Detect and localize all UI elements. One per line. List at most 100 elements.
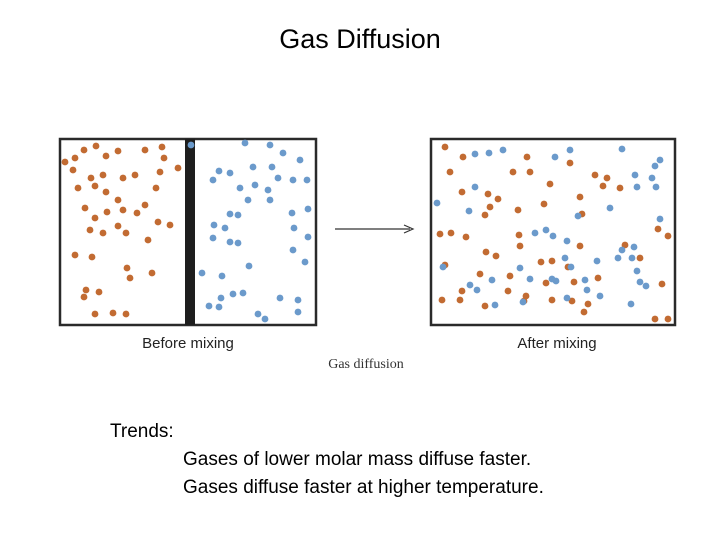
orange-gas-particle	[570, 278, 578, 286]
orange-gas-particle	[80, 146, 88, 154]
orange-gas-particle	[103, 208, 111, 216]
orange-gas-particle	[548, 257, 556, 265]
blue-gas-particle	[304, 233, 312, 241]
blue-gas-particle	[294, 296, 302, 304]
orange-gas-particle	[584, 300, 592, 308]
blue-gas-particle	[633, 183, 641, 191]
orange-gas-particle	[154, 218, 162, 226]
blue-gas-particle	[593, 257, 601, 265]
before-mixing-label: Before mixing	[142, 335, 234, 352]
blue-gas-particle	[234, 239, 242, 247]
blue-gas-particle	[215, 303, 223, 311]
blue-gas-particle	[583, 286, 591, 294]
blue-gas-particle	[471, 150, 479, 158]
orange-gas-particle	[603, 174, 611, 182]
blue-gas-particle	[226, 238, 234, 246]
orange-gas-particle	[114, 196, 122, 204]
orange-gas-particle	[566, 159, 574, 167]
blue-gas-particle	[648, 174, 656, 182]
orange-gas-particle	[441, 143, 449, 151]
orange-gas-particle	[523, 153, 531, 161]
orange-gas-particle	[514, 206, 522, 214]
blue-gas-particle	[296, 156, 304, 164]
orange-gas-particle	[568, 297, 576, 305]
blue-gas-particle	[251, 181, 259, 189]
blue-gas-particle	[618, 246, 626, 254]
orange-gas-particle	[459, 153, 467, 161]
orange-gas-particle	[516, 242, 524, 250]
orange-gas-particle	[458, 188, 466, 196]
orange-gas-particle	[119, 174, 127, 182]
blue-gas-particle	[209, 234, 217, 242]
blue-gas-particle	[606, 204, 614, 212]
blue-gas-particle	[471, 183, 479, 191]
orange-gas-particle	[109, 309, 117, 317]
orange-gas-particle	[654, 225, 662, 233]
orange-gas-particle	[462, 233, 470, 241]
blue-gas-particle	[549, 232, 557, 240]
blue-gas-particle	[614, 254, 622, 262]
blue-gas-particle	[236, 184, 244, 192]
blue-gas-particle	[566, 146, 574, 154]
orange-gas-particle	[95, 288, 103, 296]
orange-gas-particle	[144, 236, 152, 244]
orange-gas-particle	[509, 168, 517, 176]
orange-gas-particle	[658, 280, 666, 288]
before-particles	[61, 139, 312, 323]
blue-gas-particle	[289, 246, 297, 254]
trends-block: Trends: Gases of lower molar mass diffus…	[110, 418, 544, 502]
blue-gas-particle	[210, 221, 218, 229]
blue-gas-particle	[187, 141, 195, 149]
blue-gas-particle	[516, 264, 524, 272]
orange-gas-particle	[621, 241, 629, 249]
orange-gas-particle	[122, 310, 130, 318]
blue-gas-particle	[465, 207, 473, 215]
blue-gas-particle	[633, 267, 641, 275]
blue-gas-particle	[581, 276, 589, 284]
blue-gas-particle	[485, 149, 493, 157]
blue-gas-particle	[651, 162, 659, 170]
orange-gas-particle	[616, 184, 624, 192]
blue-gas-particle	[631, 171, 639, 179]
diffusion-diagram: Before mixing After mixing Gas diffusion	[58, 137, 677, 372]
orange-gas-particle	[102, 152, 110, 160]
blue-gas-particle	[563, 294, 571, 302]
orange-gas-particle	[540, 200, 548, 208]
orange-gas-particle	[69, 166, 77, 174]
blue-gas-particle	[499, 146, 507, 154]
orange-gas-particle	[123, 264, 131, 272]
arrow-head-icon	[403, 224, 415, 234]
orange-gas-particle	[131, 171, 139, 179]
orange-gas-particle	[594, 274, 602, 282]
blue-gas-particle	[276, 294, 284, 302]
orange-gas-particle	[174, 164, 182, 172]
orange-gas-particle	[141, 201, 149, 209]
orange-gas-particle	[548, 296, 556, 304]
orange-gas-particle	[158, 143, 166, 151]
blue-gas-particle	[574, 212, 582, 220]
blue-gas-particle	[531, 229, 539, 237]
orange-gas-particle	[537, 258, 545, 266]
blue-gas-particle	[548, 275, 556, 283]
blue-gas-particle	[245, 262, 253, 270]
orange-gas-particle	[458, 287, 466, 295]
blue-gas-particle	[289, 176, 297, 184]
orange-gas-particle	[74, 184, 82, 192]
blue-gas-particle	[652, 183, 660, 191]
figure-caption: Gas diffusion	[328, 357, 404, 372]
blue-gas-particle	[249, 163, 257, 171]
orange-gas-particle	[99, 171, 107, 179]
orange-gas-particle	[99, 229, 107, 237]
blue-gas-particle	[215, 167, 223, 175]
orange-gas-particle	[61, 158, 69, 166]
blue-gas-particle	[488, 276, 496, 284]
blue-gas-particle	[218, 272, 226, 280]
blue-gas-particle	[290, 224, 298, 232]
orange-gas-particle	[506, 272, 514, 280]
orange-gas-particle	[486, 203, 494, 211]
blue-gas-particle	[264, 186, 272, 194]
orange-gas-particle	[436, 230, 444, 238]
blue-gas-particle	[261, 315, 269, 323]
orange-gas-particle	[152, 184, 160, 192]
orange-gas-particle	[591, 171, 599, 179]
